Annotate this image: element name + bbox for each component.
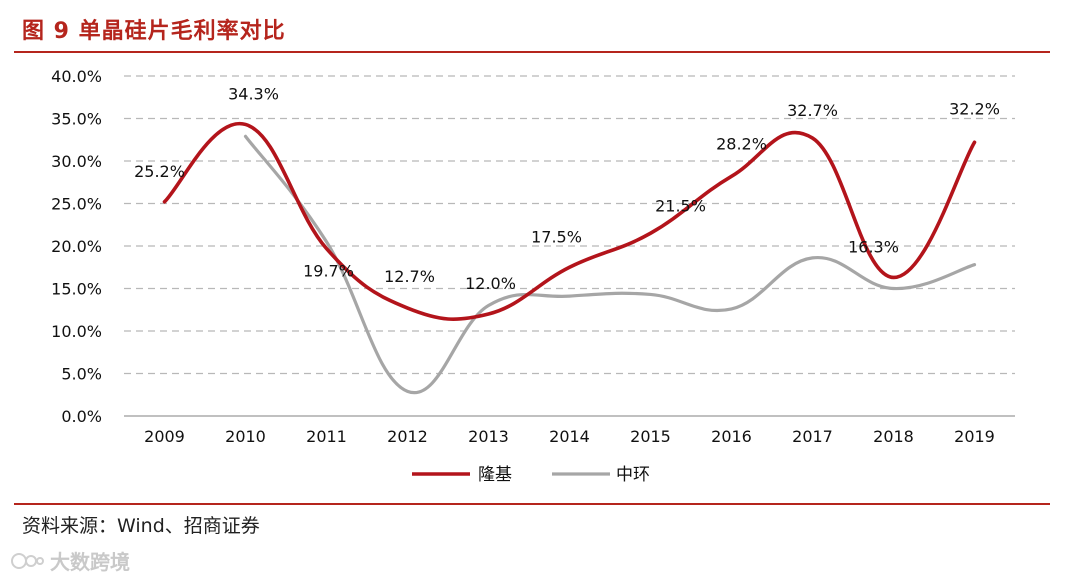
x-tick-label: 2010 (225, 427, 266, 446)
top-divider (14, 51, 1050, 53)
figure-header: 图 9 单晶硅片毛利率对比 (22, 12, 286, 46)
line-chart: 0.0% 5.0% 10.0% 15.0% 20.0% 25.0% 30.0% 35.0% 40… (51, 67, 1015, 485)
legend-label-zhonghuan: 中环 (616, 465, 650, 485)
y-tick-label: 35.0% (51, 110, 102, 129)
y-tick-label: 10.0% (51, 322, 102, 341)
x-tick-label: 2009 (144, 427, 185, 446)
y-tick-label: 25.0% (51, 195, 102, 214)
data-label: 12.7% (384, 267, 435, 286)
data-label: 25.2% (134, 162, 185, 181)
legend-label-longi: 隆基 (478, 465, 512, 485)
x-tick-label: 2017 (792, 427, 833, 446)
series-zhonghuan-line (243, 134, 977, 395)
bottom-divider (14, 503, 1050, 505)
data-label: 34.3% (228, 84, 279, 103)
x-tick-label: 2018 (873, 427, 914, 446)
y-tick-label: 0.0% (61, 407, 102, 426)
watermark-text: 大数跨境 (50, 550, 130, 574)
data-label: 21.5% (655, 196, 706, 215)
x-tick-label: 2014 (549, 427, 590, 446)
series-longi-line (162, 121, 977, 321)
x-tick-label: 2013 (468, 427, 509, 446)
data-label: 12.0% (465, 274, 516, 293)
watermark: 大数跨境 (10, 546, 130, 575)
x-tick-label: 2015 (630, 427, 671, 446)
x-tick-label: 2012 (387, 427, 428, 446)
y-tick-label: 40.0% (51, 67, 102, 86)
x-tick-label: 2019 (954, 427, 995, 446)
x-tick-label: 2011 (306, 427, 347, 446)
data-label: 32.2% (949, 99, 1000, 118)
x-tick-label: 2016 (711, 427, 752, 446)
data-label: 19.7% (303, 262, 354, 281)
data-label: 17.5% (531, 227, 582, 246)
data-label: 16.3% (848, 237, 899, 256)
data-label: 32.7% (787, 101, 838, 120)
data-label: 28.2% (716, 134, 767, 153)
y-tick-label: 15.0% (51, 280, 102, 299)
figure-title: 图 9 单晶硅片毛利率对比 (22, 19, 286, 44)
watermark-logo-icon (11, 552, 44, 569)
y-tick-label: 30.0% (51, 152, 102, 171)
y-tick-label: 20.0% (51, 237, 102, 256)
y-tick-label: 5.0% (61, 365, 102, 384)
source-note: 资料来源：Wind、招商证券 (22, 515, 260, 537)
